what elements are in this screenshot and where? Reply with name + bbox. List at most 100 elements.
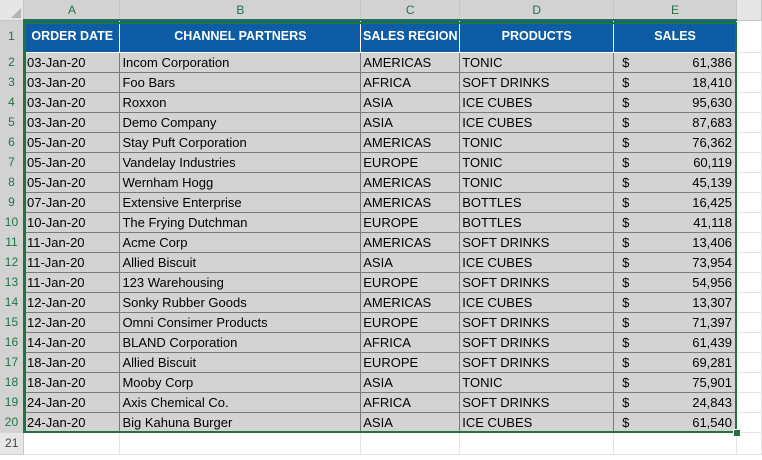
sales-region-cell[interactable]: ASIA	[360, 91, 461, 113]
channel-partner-cell[interactable]: Extensive Enterprise	[119, 191, 362, 213]
empty-cell[interactable]	[613, 432, 737, 455]
sales-cell[interactable]: $45,139	[613, 171, 737, 193]
column-header-b[interactable]: B	[119, 0, 362, 21]
sales-region-cell[interactable]: AMERICAS	[360, 131, 461, 153]
product-cell[interactable]: ICE CUBES	[459, 91, 615, 113]
order-date-cell[interactable]: 11-Jan-20	[23, 271, 121, 293]
order-date-cell[interactable]: 18-Jan-20	[23, 351, 121, 373]
row-header-2[interactable]: 2	[0, 52, 25, 73]
sales-region-cell[interactable]: EUROPE	[360, 151, 461, 173]
order-date-cell[interactable]: 12-Jan-20	[23, 311, 121, 333]
order-date-cell[interactable]: 03-Jan-20	[23, 111, 121, 133]
row-header-6[interactable]: 6	[0, 132, 25, 153]
sales-region-cell[interactable]: AMERICAS	[360, 171, 461, 193]
row-header-15[interactable]: 15	[0, 312, 25, 333]
empty-cell[interactable]	[119, 432, 362, 455]
order-date-cell[interactable]: 03-Jan-20	[23, 51, 121, 73]
product-cell[interactable]: ICE CUBES	[459, 411, 615, 433]
channel-partner-cell[interactable]: Roxxon	[119, 91, 362, 113]
sales-cell[interactable]: $61,386	[613, 51, 737, 73]
column-header-e[interactable]: E	[613, 0, 737, 21]
channel-partner-cell[interactable]: Sonky Rubber Goods	[119, 291, 362, 313]
header-cell-order-date[interactable]: ORDER DATE	[23, 19, 121, 53]
product-cell[interactable]: TONIC	[459, 371, 615, 393]
select-all-button[interactable]	[0, 0, 25, 21]
empty-cell[interactable]	[736, 372, 762, 393]
order-date-cell[interactable]: 24-Jan-20	[23, 391, 121, 413]
product-cell[interactable]: ICE CUBES	[459, 291, 615, 313]
row-header-18[interactable]: 18	[0, 372, 25, 393]
header-cell-channel-partners[interactable]: CHANNEL PARTNERS	[119, 19, 362, 53]
product-cell[interactable]: SOFT DRINKS	[459, 391, 615, 413]
channel-partner-cell[interactable]: Acme Corp	[119, 231, 362, 253]
row-header-14[interactable]: 14	[0, 292, 25, 313]
header-cell-sales[interactable]: SALES	[613, 19, 737, 53]
order-date-cell[interactable]: 24-Jan-20	[23, 411, 121, 433]
sales-cell[interactable]: $60,119	[613, 151, 737, 173]
channel-partner-cell[interactable]: Wernham Hogg	[119, 171, 362, 193]
row-header-12[interactable]: 12	[0, 252, 25, 273]
order-date-cell[interactable]: 18-Jan-20	[23, 371, 121, 393]
header-cell-products[interactable]: PRODUCTS	[459, 19, 615, 53]
empty-cell[interactable]	[736, 52, 762, 73]
row-header-3[interactable]: 3	[0, 72, 25, 93]
row-header-11[interactable]: 11	[0, 232, 25, 253]
sales-cell[interactable]: $76,362	[613, 131, 737, 153]
empty-cell[interactable]	[360, 432, 461, 455]
sales-region-cell[interactable]: EUROPE	[360, 211, 461, 233]
sales-cell[interactable]: $13,406	[613, 231, 737, 253]
order-date-cell[interactable]: 03-Jan-20	[23, 91, 121, 113]
empty-cell[interactable]	[736, 312, 762, 333]
empty-cell[interactable]	[736, 232, 762, 253]
order-date-cell[interactable]: 05-Jan-20	[23, 131, 121, 153]
order-date-cell[interactable]: 12-Jan-20	[23, 291, 121, 313]
sales-region-cell[interactable]: EUROPE	[360, 351, 461, 373]
row-header-19[interactable]: 19	[0, 392, 25, 413]
empty-cell[interactable]	[23, 432, 121, 455]
sales-cell[interactable]: $73,954	[613, 251, 737, 273]
product-cell[interactable]: ICE CUBES	[459, 251, 615, 273]
channel-partner-cell[interactable]: Allied Biscuit	[119, 251, 362, 273]
column-header-a[interactable]: A	[23, 0, 121, 21]
fill-handle[interactable]	[733, 429, 741, 437]
order-date-cell[interactable]: 10-Jan-20	[23, 211, 121, 233]
row-header-9[interactable]: 9	[0, 192, 25, 213]
channel-partner-cell[interactable]: Incom Corporation	[119, 51, 362, 73]
channel-partner-cell[interactable]: BLAND Corporation	[119, 331, 362, 353]
channel-partner-cell[interactable]: Demo Company	[119, 111, 362, 133]
sales-cell[interactable]: $71,397	[613, 311, 737, 333]
empty-cell[interactable]	[459, 432, 615, 455]
product-cell[interactable]: SOFT DRINKS	[459, 351, 615, 373]
sales-region-cell[interactable]: ASIA	[360, 251, 461, 273]
channel-partner-cell[interactable]: Omni Consimer Products	[119, 311, 362, 333]
empty-cell[interactable]	[736, 272, 762, 293]
product-cell[interactable]: SOFT DRINKS	[459, 231, 615, 253]
empty-cell[interactable]	[736, 352, 762, 373]
order-date-cell[interactable]: 07-Jan-20	[23, 191, 121, 213]
sales-cell[interactable]: $69,281	[613, 351, 737, 373]
channel-partner-cell[interactable]: Foo Bars	[119, 71, 362, 93]
row-header-21[interactable]: 21	[0, 432, 25, 455]
sales-cell[interactable]: $61,540	[613, 411, 737, 433]
row-header-8[interactable]: 8	[0, 172, 25, 193]
product-cell[interactable]: BOTTLES	[459, 191, 615, 213]
empty-cell[interactable]	[736, 332, 762, 353]
sales-cell[interactable]: $61,439	[613, 331, 737, 353]
sales-cell[interactable]: $75,901	[613, 371, 737, 393]
sales-region-cell[interactable]: ASIA	[360, 111, 461, 133]
channel-partner-cell[interactable]: 123 Warehousing	[119, 271, 362, 293]
product-cell[interactable]: BOTTLES	[459, 211, 615, 233]
sales-region-cell[interactable]: AFRICA	[360, 331, 461, 353]
sales-cell[interactable]: $13,307	[613, 291, 737, 313]
order-date-cell[interactable]: 11-Jan-20	[23, 251, 121, 273]
column-header-d[interactable]: D	[459, 0, 615, 21]
empty-cell[interactable]	[736, 132, 762, 153]
sales-region-cell[interactable]: AMERICAS	[360, 191, 461, 213]
product-cell[interactable]: ICE CUBES	[459, 111, 615, 133]
empty-cell[interactable]	[736, 92, 762, 113]
column-header-c[interactable]: C	[360, 0, 461, 21]
sales-cell[interactable]: $95,630	[613, 91, 737, 113]
empty-cell[interactable]	[736, 20, 762, 53]
product-cell[interactable]: SOFT DRINKS	[459, 271, 615, 293]
sales-region-cell[interactable]: EUROPE	[360, 311, 461, 333]
